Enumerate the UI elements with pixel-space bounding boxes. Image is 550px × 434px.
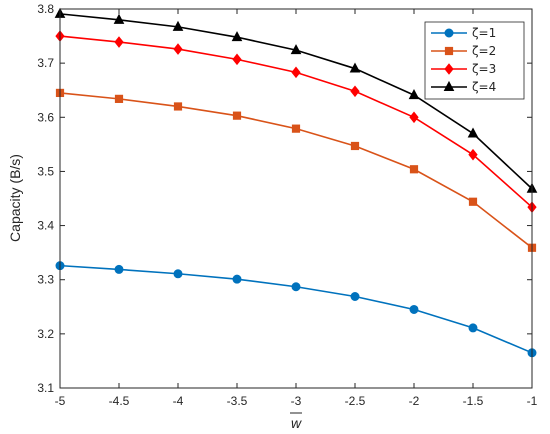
y-tick-label: 3.1 <box>37 381 54 395</box>
y-axis-label: Capacity (B/s) <box>7 154 23 242</box>
data-point <box>114 264 124 274</box>
data-point <box>173 269 183 279</box>
data-point <box>468 323 478 333</box>
x-tick-label: -2.5 <box>345 394 366 408</box>
x-tick-label: -1 <box>527 394 538 408</box>
legend-label: ζ=1 <box>472 26 496 40</box>
x-tick-label: -1.5 <box>463 394 484 408</box>
data-point <box>468 197 478 206</box>
legend-label: ζ=3 <box>472 62 496 76</box>
data-point <box>409 111 419 124</box>
x-tick-label: -3.5 <box>227 394 248 408</box>
data-point <box>408 89 420 100</box>
x-tick-label: -4 <box>173 394 184 408</box>
legend: ζ=1 ζ=2 ζ=3 ζ=4 <box>424 21 525 100</box>
data-point <box>290 44 302 55</box>
data-point <box>467 127 479 138</box>
legend-box <box>424 21 525 100</box>
data-point <box>350 141 360 151</box>
data-point <box>172 20 184 31</box>
data-point <box>350 291 360 301</box>
data-point <box>409 165 419 174</box>
x-tick-label: -2 <box>409 394 420 408</box>
y-tick-label: 3.7 <box>37 56 54 70</box>
legend-label: ζ=4 <box>472 80 496 94</box>
data-point <box>231 31 243 42</box>
data-point <box>114 94 124 103</box>
data-point <box>114 36 124 48</box>
data-point <box>232 274 242 284</box>
legend-entry-3: ζ=3 <box>431 62 496 76</box>
series-3 <box>55 30 537 213</box>
legend-entry-1: ζ=1 <box>431 26 496 40</box>
x-tick-label: -3 <box>291 394 302 408</box>
data-point <box>291 124 301 133</box>
legend-marker <box>443 80 455 91</box>
y-tick-label: 3.4 <box>37 219 54 233</box>
data-point <box>291 282 301 292</box>
series-layer <box>54 7 538 358</box>
data-point <box>173 102 183 111</box>
legend-entry-2: ζ=2 <box>431 44 496 58</box>
data-point <box>113 13 125 24</box>
legend-entry-4: ζ=4 <box>431 80 496 94</box>
ticks-layer: -5 -4.5 -4 -3.5 -3 -2.5 -2 -1.5 -1 3.1 3.2 3.3 3.4 3.… <box>37 2 537 408</box>
x-axis-title: w <box>290 412 302 431</box>
data-point <box>468 148 478 161</box>
data-point <box>291 66 301 79</box>
legend-label: ζ=2 <box>472 44 496 58</box>
y-tick-label: 3.2 <box>37 327 54 341</box>
data-point <box>349 62 361 73</box>
data-point <box>232 111 242 120</box>
data-point <box>350 85 360 98</box>
legend-marker <box>444 46 454 56</box>
y-tick-label: 3.8 <box>37 2 54 16</box>
legend-marker <box>444 63 454 75</box>
y-tick-label: 3.5 <box>37 164 54 178</box>
y-tick-label: 3.6 <box>37 110 54 124</box>
data-point <box>173 43 183 55</box>
x-tick-label: -4.5 <box>109 394 130 408</box>
x-tick-label: -5 <box>55 394 66 408</box>
data-point <box>409 304 419 314</box>
data-point <box>232 53 242 66</box>
y-tick-label: 3.3 <box>37 273 54 287</box>
legend-marker <box>444 28 454 38</box>
series-1 <box>55 261 537 358</box>
x-axis-label: w <box>291 415 302 431</box>
